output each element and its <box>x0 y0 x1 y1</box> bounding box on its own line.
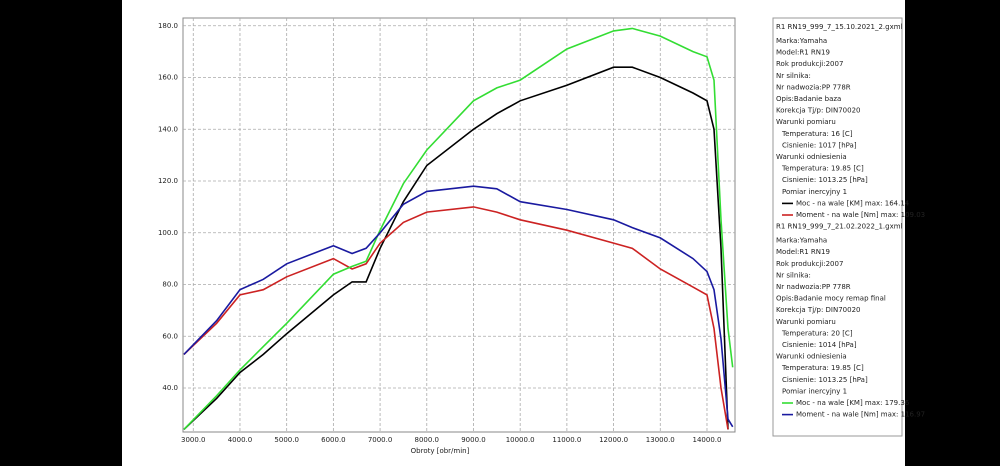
plot-frame <box>182 17 736 433</box>
legend-info: Cisnienie: 1017 [hPa] <box>782 141 857 149</box>
series-line <box>183 206 729 430</box>
legend-info: Cisnienie: 1013.25 [hPa] <box>782 376 868 384</box>
x-tick-label: 8000.0 <box>415 436 440 444</box>
y-tick-label: 40.0 <box>162 384 178 392</box>
legend-info: Marka:Yamaha <box>776 37 827 45</box>
legend-info: Rok produkcji:2007 <box>776 60 843 68</box>
legend-info: Temperatura: 20 [C] <box>781 329 853 337</box>
x-tick-label: 13000.0 <box>646 436 675 444</box>
legend-box <box>772 17 903 437</box>
legend-info: Temperatura: 19.85 [C] <box>781 364 864 372</box>
legend-info: Rok produkcji:2007 <box>776 260 843 268</box>
y-tick-label: 160.0 <box>158 74 178 82</box>
y-tick-label: 60.0 <box>162 332 178 340</box>
y-tick-label: 140.0 <box>158 125 178 133</box>
y-tick-label: 100.0 <box>158 229 178 237</box>
x-tick-label: 6000.0 <box>321 436 346 444</box>
legend-entry: Moment - na wale [Nm] max: 116.97 <box>796 411 925 419</box>
series-line <box>183 185 734 428</box>
series-line <box>183 27 734 430</box>
legend-entry: Moc - na wale [KM] max: 179.36 <box>796 399 910 407</box>
legend-file: R1 RN19_999_7_21.02.2022_1.gxml <box>776 223 903 231</box>
legend-info: Korekcja Tj/p: DIN70020 <box>776 306 860 314</box>
legend-entry: Moment - na wale [Nm] max: 109.03 <box>796 211 925 219</box>
legend-info: Opis:Badanie baza <box>776 95 841 103</box>
x-tick-label: 14000.0 <box>693 436 722 444</box>
x-tick-label: 5000.0 <box>274 436 299 444</box>
legend-info: Nr nadwozia:PP 778R <box>776 83 851 91</box>
legend-info: Temperatura: 19.85 [C] <box>781 165 864 173</box>
legend-info: Model:R1 RN19 <box>776 248 830 256</box>
y-tick-label: 120.0 <box>158 177 178 185</box>
x-axis-label: Obroty [obr/min] <box>411 447 470 455</box>
y-tick-label: 180.0 <box>158 22 178 30</box>
y-tick-label: 80.0 <box>162 281 178 289</box>
legend-info: Cisnienie: 1013.25 [hPa] <box>782 176 868 184</box>
legend-info: Marka:Yamaha <box>776 237 827 245</box>
x-tick-label: 9000.0 <box>461 436 486 444</box>
legend-info: Warunki odniesienia <box>776 153 847 161</box>
legend-info: Nr silnika: <box>776 72 811 80</box>
legend-info: Opis:Badanie mocy remap final <box>776 295 886 303</box>
legend-info: Pomiar inercyjny 1 <box>782 188 847 196</box>
legend-info: Warunki pomiaru <box>776 318 836 326</box>
legend-info: Warunki pomiaru <box>776 118 836 126</box>
legend-info: Model:R1 RN19 <box>776 49 830 57</box>
legend-info: Nr nadwozia:PP 778R <box>776 283 851 291</box>
legend-info: Korekcja Tj/p: DIN70020 <box>776 107 860 115</box>
legend-info: Nr silnika: <box>776 271 811 279</box>
legend-info: Temperatura: 16 [C] <box>781 130 853 138</box>
x-tick-label: 7000.0 <box>368 436 393 444</box>
x-tick-label: 11000.0 <box>552 436 581 444</box>
x-tick-label: 4000.0 <box>228 436 253 444</box>
legend-info: Pomiar inercyjny 1 <box>782 387 847 395</box>
legend-file: R1 RN19_999_7_15.10.2021_2.gxml <box>776 23 903 31</box>
x-tick-label: 10000.0 <box>506 436 535 444</box>
legend-info: Cisnienie: 1014 [hPa] <box>782 341 857 349</box>
series-line <box>183 66 729 430</box>
legend-info: Warunki odniesienia <box>776 353 847 361</box>
legend-entry: Moc - na wale [KM] max: 164.14 <box>796 199 910 207</box>
x-tick-label: 12000.0 <box>599 436 628 444</box>
x-tick-label: 3000.0 <box>181 436 206 444</box>
